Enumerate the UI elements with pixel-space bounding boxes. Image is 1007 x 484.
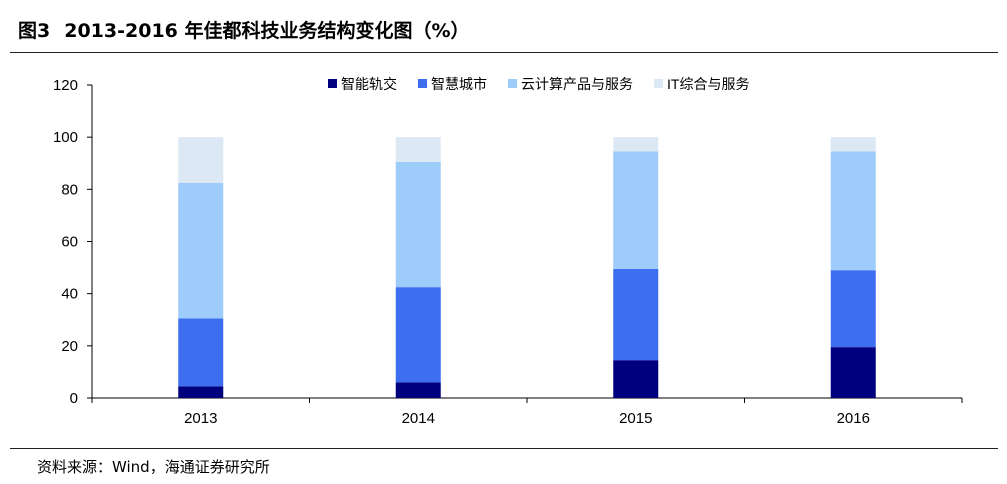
bar-segment-2013-智能轨交 — [178, 386, 224, 398]
legend-item: IT综合与服务 — [654, 76, 749, 92]
top-rule — [10, 52, 998, 53]
bar-segment-2014-云计算产品与服务 — [395, 161, 441, 288]
bar-segment-2016-IT综合与服务 — [830, 137, 876, 152]
legend-label: IT综合与服务 — [667, 76, 749, 92]
y-tick-label: 20 — [61, 338, 78, 355]
x-tick-label: 2016 — [837, 410, 870, 427]
y-tick-label: 100 — [53, 129, 78, 146]
bar-segment-2015-IT综合与服务 — [613, 137, 659, 152]
legend-label: 云计算产品与服务 — [521, 76, 633, 92]
bar-segment-2013-智慧城市 — [178, 318, 224, 387]
bar-segment-2016-智慧城市 — [830, 270, 876, 348]
legend-swatch — [508, 79, 517, 88]
bars — [178, 137, 876, 398]
bar-segment-2014-智能轨交 — [395, 382, 441, 398]
source-note: 资料来源：Wind，海通证券研究所 — [37, 458, 270, 476]
axes — [87, 84, 963, 403]
y-tick-label: 80 — [61, 181, 78, 198]
bar-segment-2015-智能轨交 — [613, 360, 659, 398]
legend: 智能轨交 智慧城市 云计算产品与服务 IT综合与服务 — [328, 76, 749, 92]
bar-segment-2013-云计算产品与服务 — [178, 182, 224, 319]
legend-swatch — [328, 79, 337, 88]
bar-segment-2016-智能轨交 — [830, 347, 876, 398]
legend-item: 云计算产品与服务 — [508, 76, 633, 92]
y-tick-label: 40 — [61, 286, 78, 303]
legend-swatch — [418, 79, 427, 88]
legend-swatch — [654, 79, 663, 88]
legend-item: 智慧城市 — [418, 76, 487, 92]
figure-label: 图3 — [18, 20, 51, 42]
bar-segment-2014-IT综合与服务 — [395, 137, 441, 162]
figure-title: 图3 2013-2016 年佳都科技业务结构变化图（%） — [18, 16, 484, 43]
x-tick-label: 2015 — [619, 410, 652, 427]
tick-labels: 0 20 40 60 80 100 120 2013 2014 2015 2016 — [53, 77, 870, 427]
figure-title-text: 2013-2016 年佳都科技业务结构变化图（%） — [64, 20, 470, 42]
y-tick-label: 60 — [61, 234, 78, 251]
legend-label: 智能轨交 — [341, 76, 397, 92]
y-tick-label: 0 — [70, 390, 78, 407]
bar-segment-2015-云计算产品与服务 — [613, 151, 659, 269]
bar-segment-2014-智慧城市 — [395, 287, 441, 383]
y-tick-label: 120 — [53, 77, 78, 94]
x-tick-label: 2013 — [184, 410, 217, 427]
legend-item: 智能轨交 — [328, 76, 397, 92]
bar-segment-2016-云计算产品与服务 — [830, 151, 876, 271]
x-tick-label: 2014 — [402, 410, 435, 427]
bar-segment-2015-智慧城市 — [613, 268, 659, 361]
bottom-rule — [10, 448, 998, 449]
legend-label: 智慧城市 — [431, 76, 487, 92]
bar-segment-2013-IT综合与服务 — [178, 137, 224, 183]
